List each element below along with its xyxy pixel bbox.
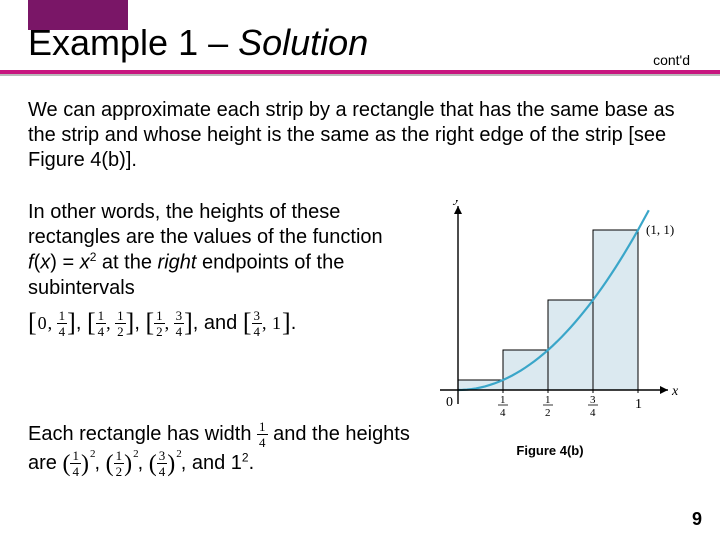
figure-4b: 0xy1141234(1, 1) Figure 4(b) xyxy=(410,200,690,458)
svg-text:3: 3 xyxy=(590,394,596,406)
paragraph-3: Each rectangle has width 14 and the heig… xyxy=(28,420,428,478)
title-solution: Solution xyxy=(238,22,368,63)
title-prefix: Example 1 – xyxy=(28,22,238,63)
page-number: 9 xyxy=(692,509,702,530)
interval-2: [14, 12] xyxy=(87,309,134,338)
svg-text:(1, 1): (1, 1) xyxy=(646,222,674,237)
continued-label: cont'd xyxy=(653,52,690,68)
interval-list: [0, 14] , [14, 12] , [12, 34] , and [34,… xyxy=(28,309,388,338)
svg-text:4: 4 xyxy=(590,407,596,419)
paragraph-2: In other words, the heights of these rec… xyxy=(28,200,388,338)
slide-header: Example 1 – Solution cont'd xyxy=(0,0,720,78)
slide-title: Example 1 – Solution xyxy=(28,22,368,64)
header-rule-secondary xyxy=(0,74,720,76)
figure-svg: 0xy1141234(1, 1) xyxy=(410,200,690,430)
height-sq-1: (14)2 xyxy=(62,449,94,478)
interval-1: [0, 14] xyxy=(28,309,76,338)
width-fraction: 14 xyxy=(257,420,268,449)
height-sq-3: (34)2 xyxy=(149,449,181,478)
svg-text:1: 1 xyxy=(635,397,642,412)
paragraph-1: We can approximate each strip by a recta… xyxy=(28,98,690,173)
svg-text:0: 0 xyxy=(446,395,453,410)
height-sq-2: (12)2 xyxy=(106,449,138,478)
svg-text:x: x xyxy=(671,384,679,399)
interval-3: [12, 34] xyxy=(145,309,192,338)
svg-text:y: y xyxy=(452,200,461,206)
interval-4: [34, 1] xyxy=(243,309,291,338)
figure-caption: Figure 4(b) xyxy=(410,443,690,458)
svg-text:2: 2 xyxy=(545,407,551,419)
svg-text:4: 4 xyxy=(500,407,506,419)
svg-text:1: 1 xyxy=(545,394,551,406)
svg-text:1: 1 xyxy=(500,394,506,406)
